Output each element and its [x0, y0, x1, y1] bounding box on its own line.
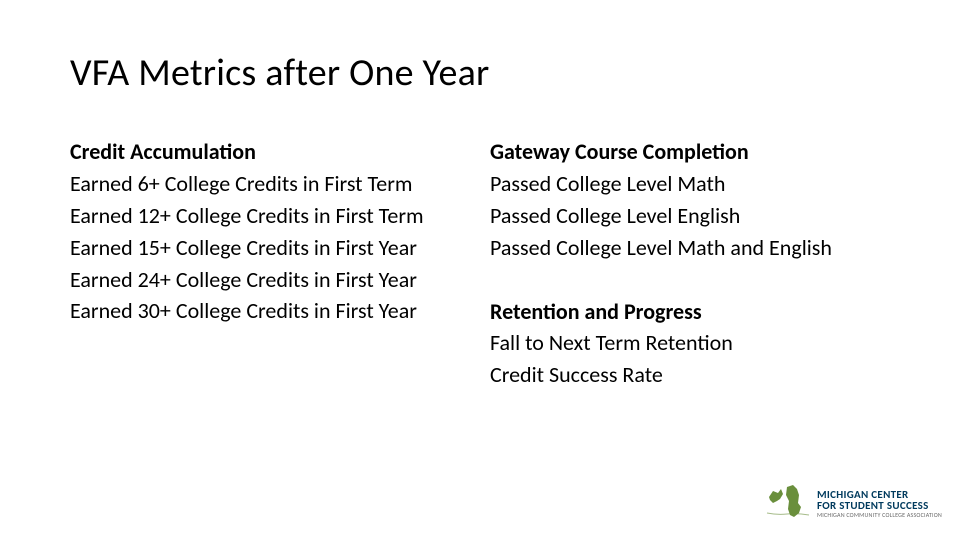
right-column: Gateway Course Completion Passed College… — [490, 136, 890, 391]
list-item: Fall to Next Term Retention — [490, 327, 890, 359]
list-item: Passed College Level English — [490, 200, 890, 232]
retention-heading: Retention and Progress — [490, 296, 890, 328]
list-item: Passed College Level Math — [490, 168, 890, 200]
slide-content: VFA Metrics after One Year Credit Accumu… — [0, 0, 960, 391]
list-item: Earned 24+ College Credits in First Year — [70, 264, 470, 296]
list-item: Credit Success Rate — [490, 359, 890, 391]
columns-wrapper: Credit Accumulation Earned 6+ College Cr… — [70, 136, 890, 391]
list-item: Passed College Level Math and English — [490, 232, 890, 264]
list-item: Earned 30+ College Credits in First Year — [70, 295, 470, 327]
list-item: Earned 15+ College Credits in First Year — [70, 232, 470, 264]
logo-line2: FOR STUDENT SUCCESS — [817, 500, 942, 511]
credit-accumulation-heading: Credit Accumulation — [70, 136, 470, 168]
michigan-map-icon — [765, 479, 811, 528]
gateway-heading: Gateway Course Completion — [490, 136, 890, 168]
left-column: Credit Accumulation Earned 6+ College Cr… — [70, 136, 470, 391]
section-spacer — [490, 264, 890, 296]
list-item: Earned 6+ College Credits in First Term — [70, 168, 470, 200]
logo-subtitle: MICHIGAN COMMUNITY COLLEGE ASSOCIATION — [817, 512, 942, 518]
list-item: Earned 12+ College Credits in First Term — [70, 200, 470, 232]
footer-logo: MICHIGAN CENTER FOR STUDENT SUCCESS MICH… — [765, 479, 942, 528]
slide-title: VFA Metrics after One Year — [70, 50, 890, 96]
logo-text-block: MICHIGAN CENTER FOR STUDENT SUCCESS MICH… — [817, 489, 942, 518]
